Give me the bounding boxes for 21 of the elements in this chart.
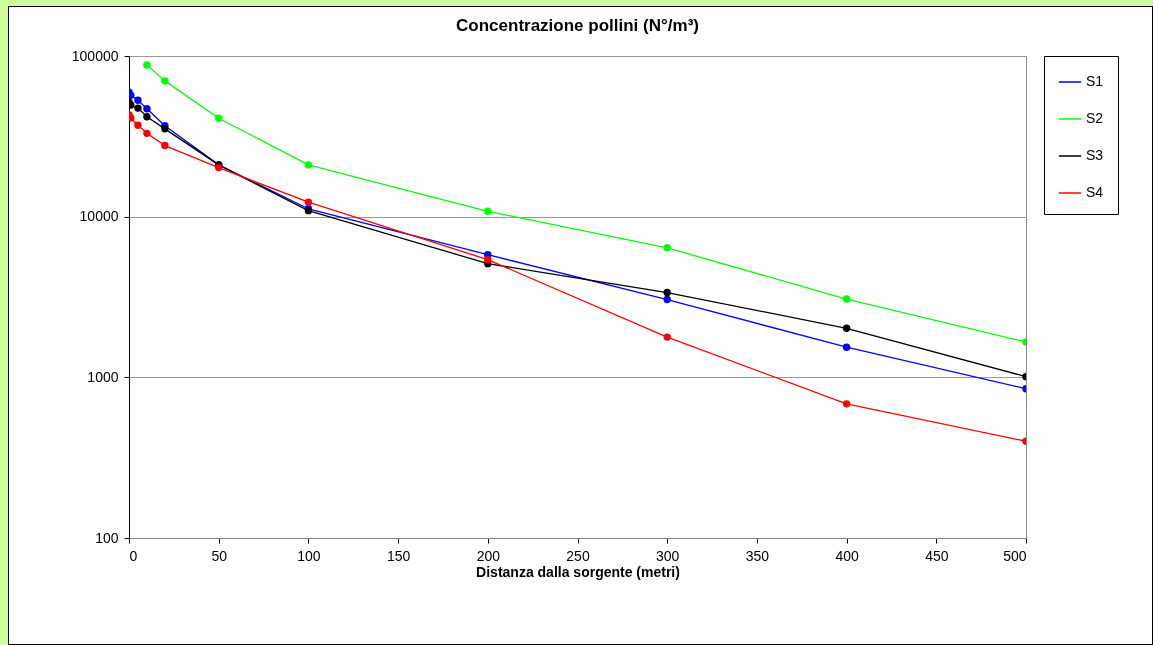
x-tick-label: 250	[566, 547, 590, 564]
legend-label: S1	[1086, 73, 1104, 89]
x-tick-label: 100	[297, 547, 321, 564]
chart-title: Concentrazione pollini (N°/m³)	[456, 16, 699, 35]
x-axis-title: Distanza dalla sorgente (metri)	[476, 563, 680, 580]
x-tick-label: 450	[925, 547, 949, 564]
x-tick-label: 50	[211, 547, 228, 564]
x-tick-label: 400	[835, 547, 859, 564]
legend-label: S3	[1086, 147, 1104, 163]
y-tick-label: 1000	[87, 368, 119, 385]
x-tick-label: 200	[476, 547, 501, 564]
x-tick-label: 150	[386, 547, 411, 564]
y-tick-label: 100	[95, 529, 119, 546]
y-tick-label: 100000	[71, 47, 119, 64]
x-tick-label: 350	[745, 547, 770, 564]
x-tick-label: 300	[656, 547, 680, 564]
legend-label: S4	[1086, 184, 1104, 200]
legend-label: S2	[1086, 110, 1104, 126]
x-tick-label: 500	[1003, 547, 1027, 564]
x-tick-label: 0	[129, 547, 138, 564]
y-tick-label: 10000	[79, 208, 119, 225]
